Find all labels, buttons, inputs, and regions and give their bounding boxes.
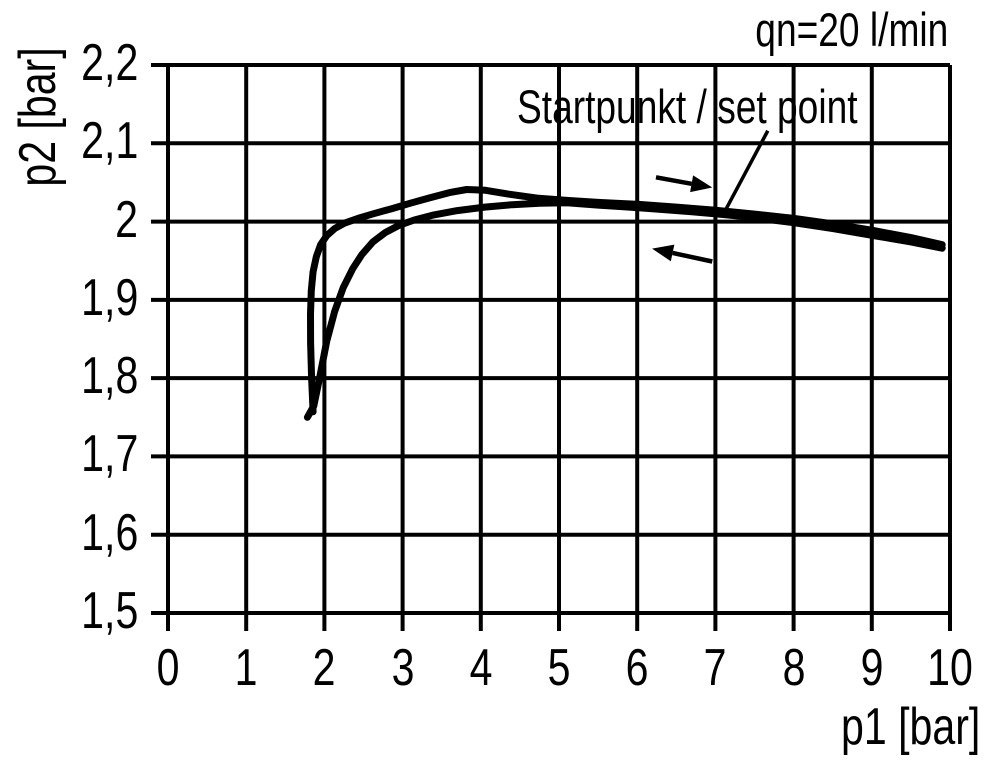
y-tick-label: 1,6: [80, 503, 138, 562]
y-axis-label: p2 [bar]: [9, 47, 67, 187]
flow-increase-arrow-shaft: [655, 175, 693, 186]
flow-decrease-arrow-shaft: [672, 250, 713, 264]
flow-rate-label: qn=20 l/min: [755, 3, 948, 56]
x-axis-label: p1 [bar]: [840, 698, 980, 756]
y-tick-label: 2,2: [80, 34, 138, 92]
x-tick-label: 9: [860, 639, 884, 697]
x-tick-label: 3: [391, 639, 415, 697]
y-tick-label: 1,8: [80, 347, 138, 406]
flow-decrease-arrow-head: [652, 244, 675, 262]
y-tick-label: 1,5: [80, 582, 138, 640]
x-tick-label: 7: [703, 639, 727, 697]
y-tick-label: 1,9: [80, 268, 138, 327]
x-tick-label: 0: [156, 639, 180, 697]
y-tick-label: 2,1: [80, 112, 138, 171]
x-tick-label: 4: [469, 639, 493, 697]
x-tick-label: 10: [927, 639, 973, 697]
curve-return-stroke: [303, 199, 946, 421]
y-tick-label: 2: [115, 190, 138, 249]
x-tick-label: 5: [547, 639, 571, 697]
flow-increase-arrow-head: [690, 175, 713, 193]
x-tick-label: 8: [782, 639, 806, 697]
set-point-leader-line: [722, 129, 770, 214]
x-tick-label: 6: [625, 639, 649, 697]
curve-up-stroke: [307, 186, 946, 416]
x-tick-label: 2: [312, 639, 336, 697]
set-point-label: Startpunkt / set point: [517, 80, 858, 133]
x-tick-label: 1: [234, 639, 258, 697]
y-tick-label: 1,7: [80, 425, 138, 484]
